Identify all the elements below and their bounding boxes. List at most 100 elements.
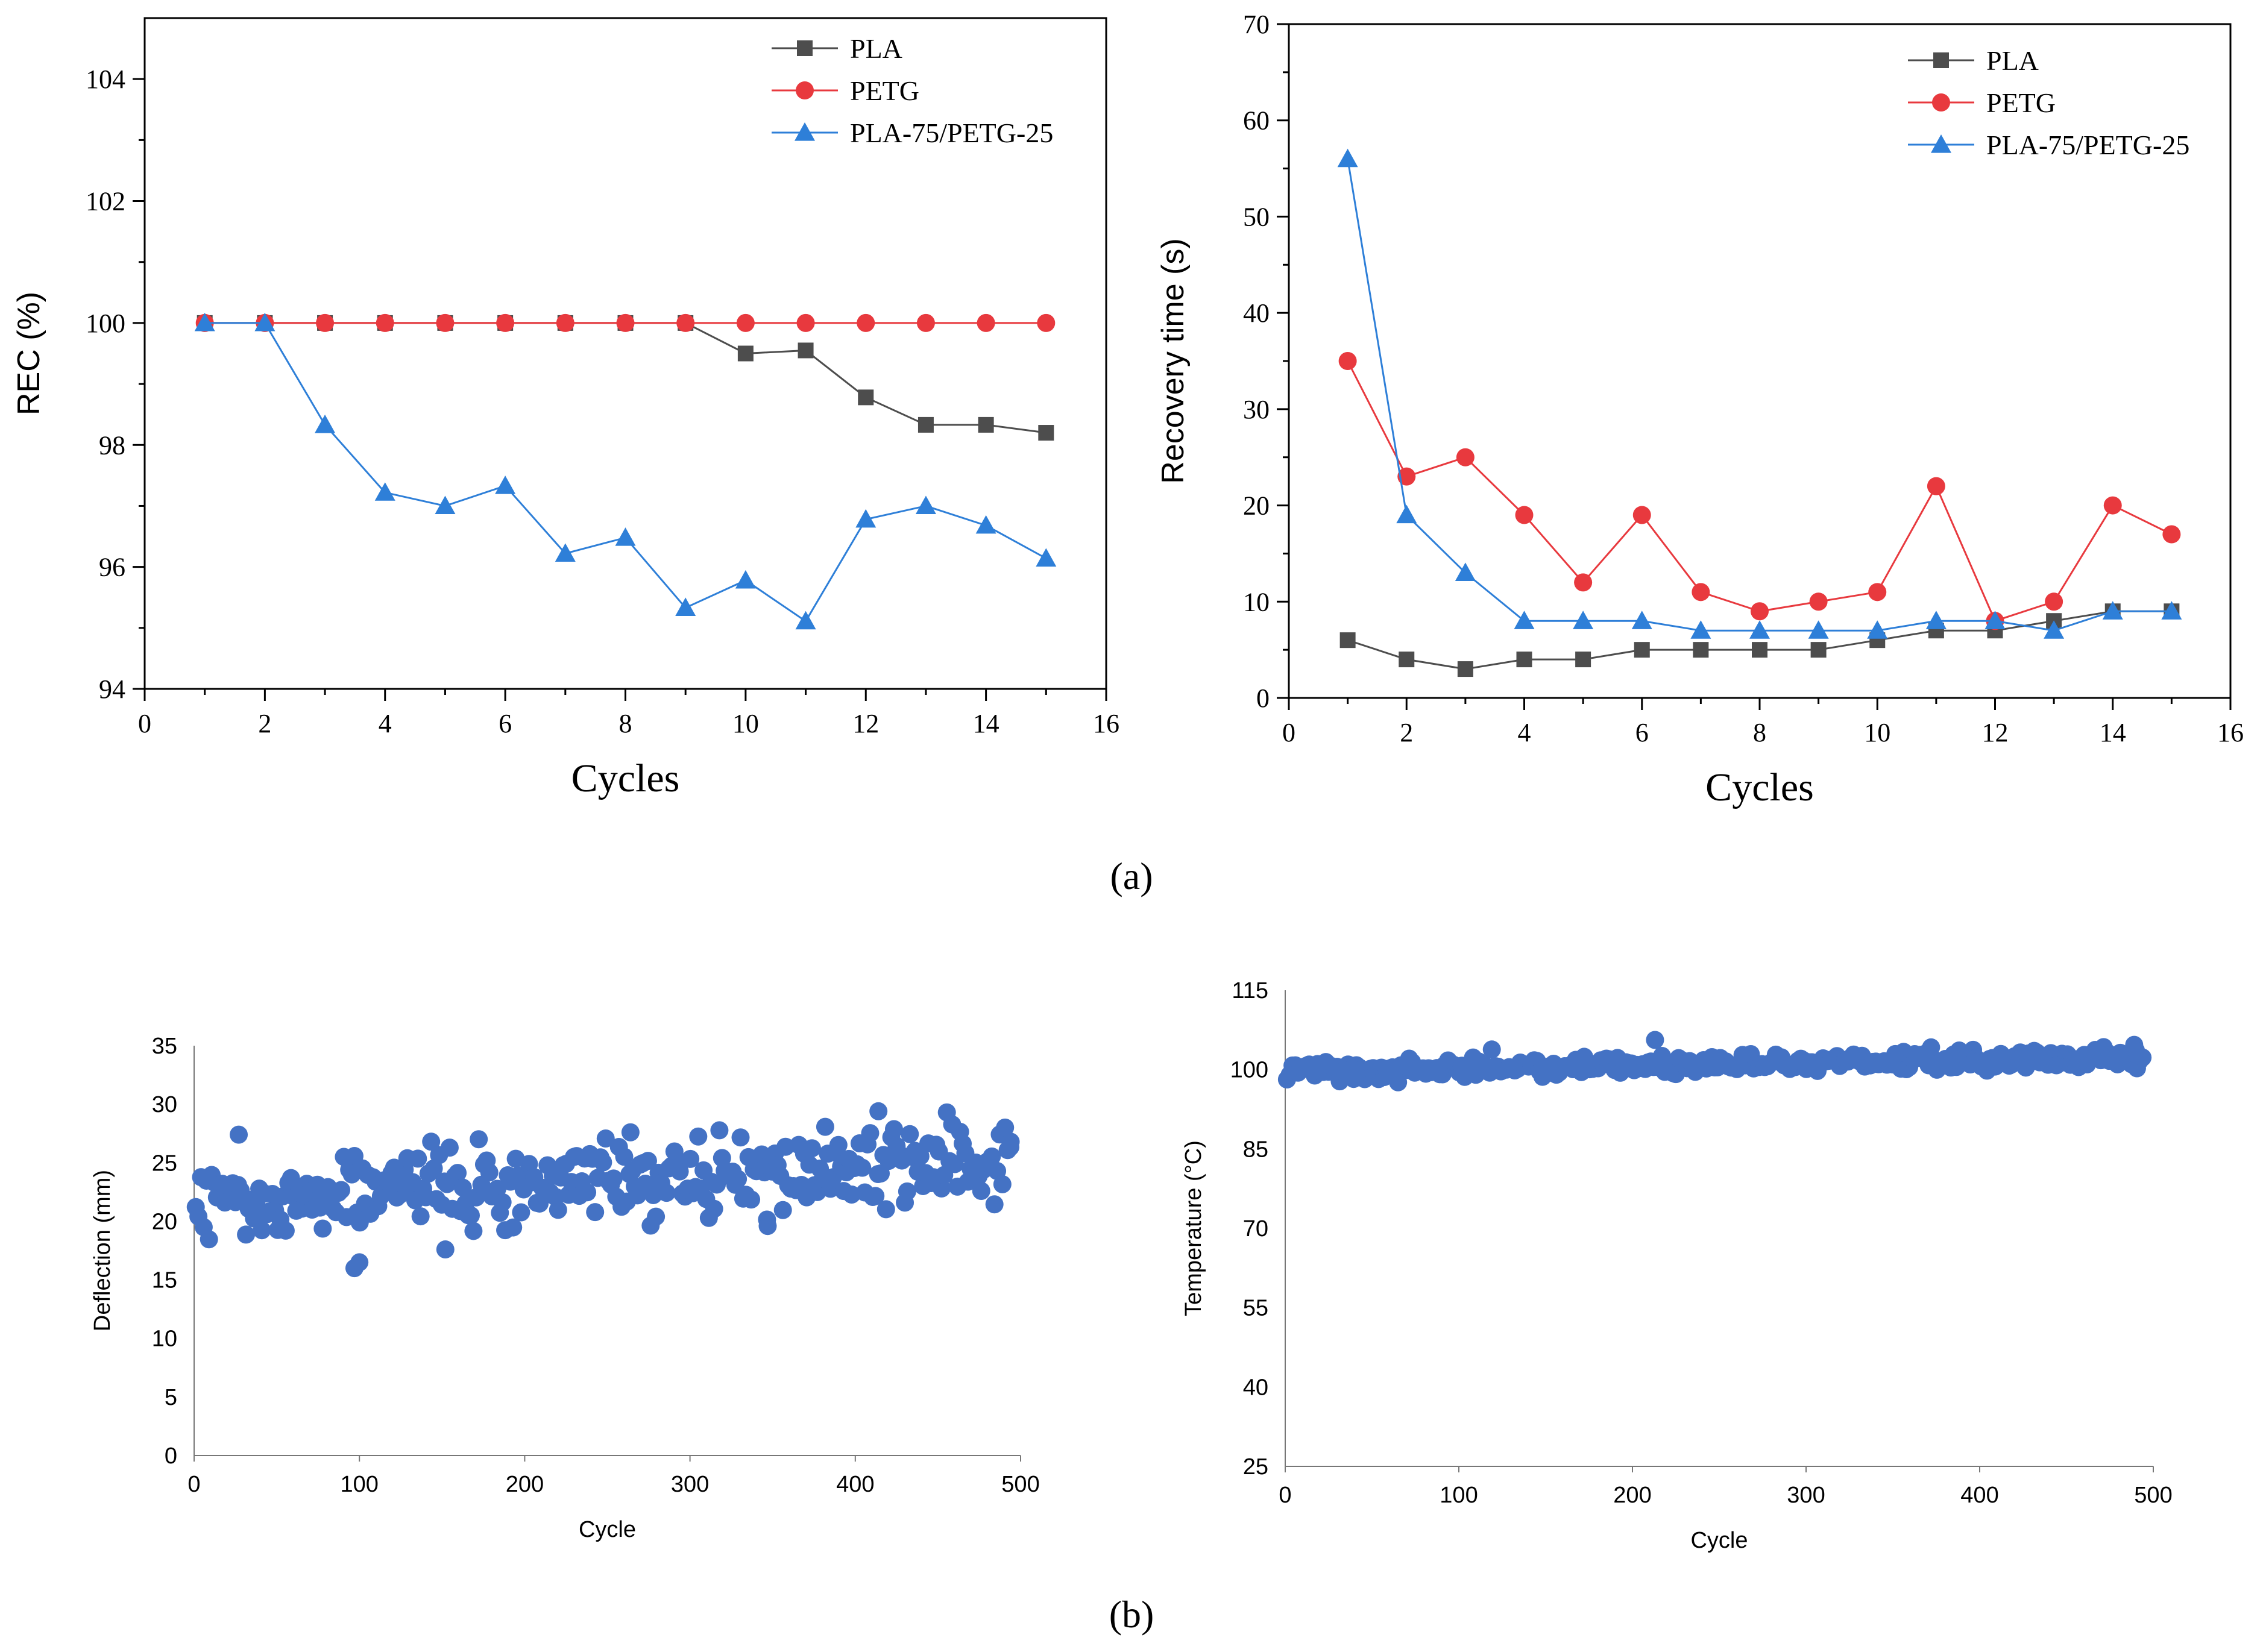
data-point [1984, 611, 2006, 629]
data-point [512, 1203, 530, 1222]
data-point [689, 1127, 708, 1146]
data-point [985, 1195, 1004, 1214]
data-point [237, 1225, 256, 1244]
x-axis-label: Cycle [1690, 1528, 1748, 1553]
series-pla [1339, 603, 2180, 677]
data-point [440, 1138, 459, 1157]
y-axis-label: Temperature (°C) [1181, 1140, 1206, 1316]
data-point [1455, 562, 1476, 581]
data-point [1693, 642, 1709, 658]
data-point [896, 1193, 914, 1212]
data-point [1925, 611, 1947, 629]
data-point [735, 570, 756, 589]
data-point [2161, 601, 2182, 620]
data-point [409, 1149, 427, 1168]
legend-marker [796, 81, 814, 99]
legend-marker [797, 40, 813, 56]
y-tick-label: 70 [1243, 10, 1270, 39]
data-point [675, 597, 696, 617]
data-point [1690, 620, 1711, 639]
x-tick-label: 0 [1282, 718, 1295, 747]
x-tick-label: 10 [732, 709, 759, 738]
y-tick-label: 100 [1230, 1058, 1268, 1083]
y-tick-label: 30 [152, 1092, 177, 1117]
series-line [1347, 360, 2173, 623]
y-axis-label: Recovery time (s) [1156, 238, 1191, 483]
scatter-points [186, 1102, 1020, 1278]
y-tick-label: 104 [86, 64, 125, 94]
data-point [978, 416, 994, 433]
chart-deflection: 0 100 200 300 400 500 0 5 10 15 20 25 30 35 Cycle Defle… [90, 1034, 1040, 1542]
data-point [496, 313, 515, 332]
data-point [616, 313, 635, 332]
y-tick-label: 85 [1243, 1137, 1268, 1162]
data-point [681, 1149, 700, 1168]
x-tick-label: 400 [836, 1472, 874, 1497]
y-tick-label: 20 [152, 1209, 177, 1234]
chart-recovery: 0 2 4 6 8 10 12 14 16 0 10 20 30 40 50 60 70 Cycles Recove… [1156, 10, 2244, 809]
data-point [829, 1135, 848, 1154]
x-tick-label: 16 [2217, 718, 2244, 747]
y-tick-label: 15 [152, 1268, 177, 1293]
x-tick-label: 4 [1518, 718, 1531, 747]
data-point [493, 1193, 512, 1211]
data-point [857, 313, 875, 332]
data-point [253, 1221, 271, 1240]
data-point [1634, 642, 1650, 658]
data-point [1922, 1038, 1940, 1057]
data-point [1482, 1040, 1501, 1059]
data-point [796, 313, 815, 332]
data-point [858, 389, 874, 406]
data-point [975, 515, 996, 534]
data-point [615, 527, 636, 546]
chart-rec: 0 2 4 6 8 10 12 14 16 94 96 98 100 102 104 Cycles REC (%… [11, 17, 1119, 800]
data-point [200, 1230, 218, 1249]
y-tick-label: 10 [1243, 587, 1270, 617]
series-petg [195, 313, 1056, 332]
data-point [316, 313, 335, 332]
data-point [2162, 525, 2181, 544]
data-point [436, 313, 455, 332]
data-point [996, 1118, 1015, 1137]
data-point [917, 416, 934, 433]
y-tick-label: 5 [165, 1385, 177, 1410]
data-point [1515, 506, 1534, 524]
data-point [1575, 652, 1591, 668]
data-point [436, 1240, 455, 1259]
legend-label: PLA-75/PETG-25 [850, 118, 1053, 148]
y-tick-label: 25 [152, 1151, 177, 1176]
data-point [866, 1187, 885, 1205]
data-point [710, 1121, 729, 1140]
data-point [884, 1120, 903, 1138]
data-point [869, 1102, 888, 1120]
legend-label: PLA [1986, 45, 2039, 76]
series-petg [1338, 352, 2181, 630]
data-point [1456, 448, 1475, 466]
data-point [2103, 496, 2122, 515]
y-tick-label: 50 [1243, 202, 1270, 231]
x-tick-label: 200 [506, 1472, 544, 1497]
data-point [374, 482, 395, 501]
data-point [435, 495, 456, 515]
data-point [1516, 652, 1532, 668]
data-point [638, 1152, 657, 1170]
x-axis-label: Cycles [571, 756, 680, 800]
data-point [983, 1147, 1001, 1166]
y-tick-label: 25 [1243, 1454, 1268, 1480]
data-point [2045, 592, 2063, 611]
data-point [332, 1181, 351, 1199]
legend-marker [1931, 134, 1951, 153]
legend-label: PLA [850, 33, 902, 64]
x-tick-label: 14 [2100, 718, 2126, 747]
data-point [276, 1221, 295, 1240]
y-tick-label: 0 [165, 1443, 177, 1469]
data-point [1809, 592, 1828, 611]
data-point [1574, 573, 1593, 592]
data-point [1808, 620, 1829, 639]
panel-label-b: (b) [1109, 1593, 1154, 1636]
y-tick-label: 102 [86, 187, 125, 216]
data-point [1927, 477, 1945, 495]
data-point [705, 1199, 723, 1218]
x-tick-label: 0 [138, 709, 151, 738]
data-point [1867, 620, 1888, 639]
